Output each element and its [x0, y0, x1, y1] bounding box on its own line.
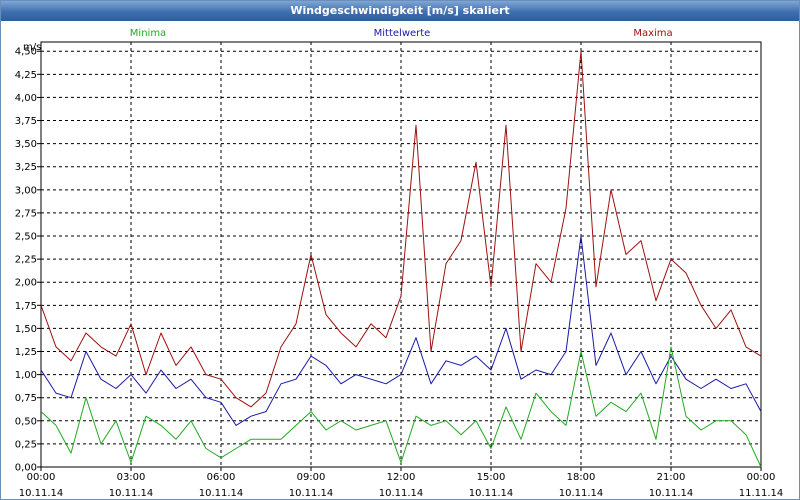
x-tick-time-label: 03:00 — [117, 472, 146, 483]
y-tick-label: 0,25 — [15, 439, 37, 450]
series-line-minima — [40, 346, 762, 468]
y-tick-label: 0,75 — [15, 393, 37, 404]
y-tick-label: 4,00 — [15, 93, 37, 104]
legend-entry-mittelwerte: Mittelwerte — [374, 28, 431, 39]
y-tick-label: 2,25 — [15, 255, 37, 266]
y-axis-label: m/s — [23, 42, 41, 53]
x-tick-date-label: 10.11.14 — [379, 488, 424, 499]
y-tick-label: 3,25 — [15, 162, 37, 173]
x-tick-time-label: 06:00 — [207, 472, 236, 483]
legend-entry-maxima: Maxima — [633, 28, 672, 39]
x-tick-time-label: 18:00 — [567, 472, 596, 483]
x-tick-time-label: 12:00 — [387, 472, 416, 483]
y-tick-label: 0,00 — [15, 463, 37, 474]
series-line-maxima — [40, 50, 762, 408]
y-tick-label: 1,00 — [15, 370, 37, 381]
x-tick-date-label: 10.11.14 — [649, 488, 694, 499]
y-tick-label: 2,00 — [15, 278, 37, 289]
y-tick-label: 3,00 — [15, 185, 37, 196]
x-tick-date-label: 10.11.14 — [559, 488, 604, 499]
legend: Minima Mittelwerte Maxima — [130, 28, 673, 39]
y-tick-label: 2,75 — [15, 208, 37, 219]
y-tick-label: 4,50 — [15, 47, 37, 58]
x-tick-date-label: 10.11.14 — [289, 488, 334, 499]
legend-entry-minima: Minima — [130, 28, 166, 39]
x-tick-time-label: 09:00 — [297, 472, 326, 483]
x-tick-date-label: 10.11.14 — [469, 488, 514, 499]
window-title: Windgeschwindigkeit [m/s] skaliert — [1, 1, 799, 21]
y-axis-ticks: 0,00 0,25 0,50 0,75 1,00 1,25 1,50 1,75 2,00 2,25… — [15, 47, 41, 474]
line-chart: 0,00 0,25 0,50 0,75 1,00 1,25 1,50 1,75 2,00 2,25… — [15, 28, 784, 499]
y-tick-label: 4,25 — [15, 70, 37, 81]
y-tick-label: 3,50 — [15, 139, 37, 150]
y-tick-label: 1,75 — [15, 301, 37, 312]
x-tick-date-label: 10.11.14 — [19, 488, 64, 499]
x-tick-date-label: 10.11.14 — [109, 488, 154, 499]
grid — [41, 42, 761, 468]
y-tick-label: 0,50 — [15, 416, 37, 427]
series-group — [40, 50, 762, 468]
x-tick-time-label: 00:00 — [747, 472, 776, 483]
y-tick-label: 2,50 — [15, 232, 37, 243]
y-tick-label: 1,25 — [15, 347, 37, 358]
y-tick-label: 1,50 — [15, 324, 37, 335]
y-tick-label: 3,75 — [15, 116, 37, 127]
x-tick-time-label: 21:00 — [657, 472, 686, 483]
series-line-mittelwerte — [40, 235, 762, 426]
x-tick-date-label: 11.11.14 — [739, 488, 784, 499]
x-tick-time-label: 15:00 — [477, 472, 506, 483]
x-tick-time-label: 00:00 — [27, 472, 56, 483]
x-tick-date-label: 10.11.14 — [199, 488, 244, 499]
x-axis-ticks: 00:00 10.11.14 03:00 10.11.14 06:00 10.11.14 0… — [19, 467, 784, 499]
